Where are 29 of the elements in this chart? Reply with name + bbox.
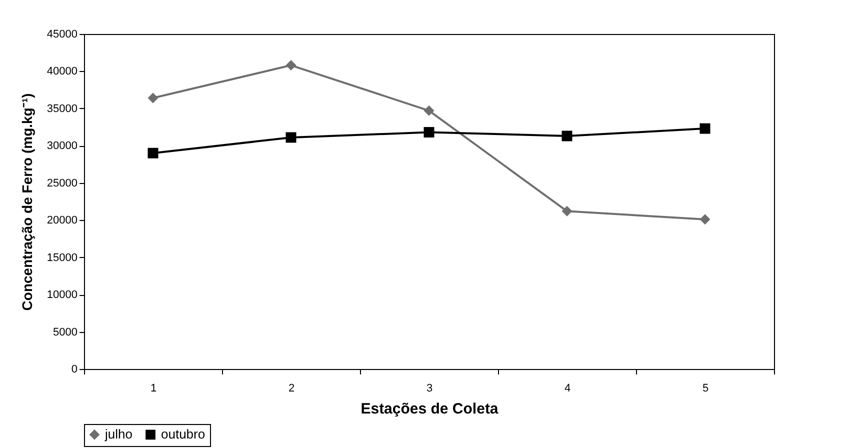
y-tick-label: 10000 xyxy=(46,289,78,302)
point xyxy=(424,105,434,116)
x-tick-label: 4 xyxy=(564,382,571,394)
point xyxy=(148,92,158,104)
y-tick-label: 45000 xyxy=(46,28,78,40)
point xyxy=(700,123,710,134)
point xyxy=(286,132,296,143)
x-tick-label: 1 xyxy=(150,382,157,394)
point xyxy=(424,127,434,138)
y-tick-label: 5000 xyxy=(53,326,78,338)
y-tick-label: 0 xyxy=(71,364,78,376)
point xyxy=(286,60,296,71)
legend-label: julho xyxy=(104,426,132,442)
x-tick-label: 3 xyxy=(426,382,433,394)
y-tick-label: 25000 xyxy=(46,177,78,190)
point xyxy=(562,206,572,216)
y-tick-label: 35000 xyxy=(46,102,78,115)
x-tick-label: 2 xyxy=(288,382,295,394)
y-tick-label: 15000 xyxy=(46,252,78,264)
point xyxy=(562,130,572,142)
y-tick-label: 30000 xyxy=(46,140,78,152)
x-tick-label: 5 xyxy=(702,382,709,394)
y-tick-label: 40000 xyxy=(46,66,78,78)
y-axis-title: Concentração de Ferro (mg.kg⁻¹) xyxy=(18,93,35,311)
y-tick-label: 20000 xyxy=(46,214,78,227)
x-axis-title: Estações de Coleta xyxy=(360,400,499,418)
point xyxy=(700,214,710,225)
legend-label: outubro xyxy=(161,426,206,442)
point xyxy=(148,148,158,158)
